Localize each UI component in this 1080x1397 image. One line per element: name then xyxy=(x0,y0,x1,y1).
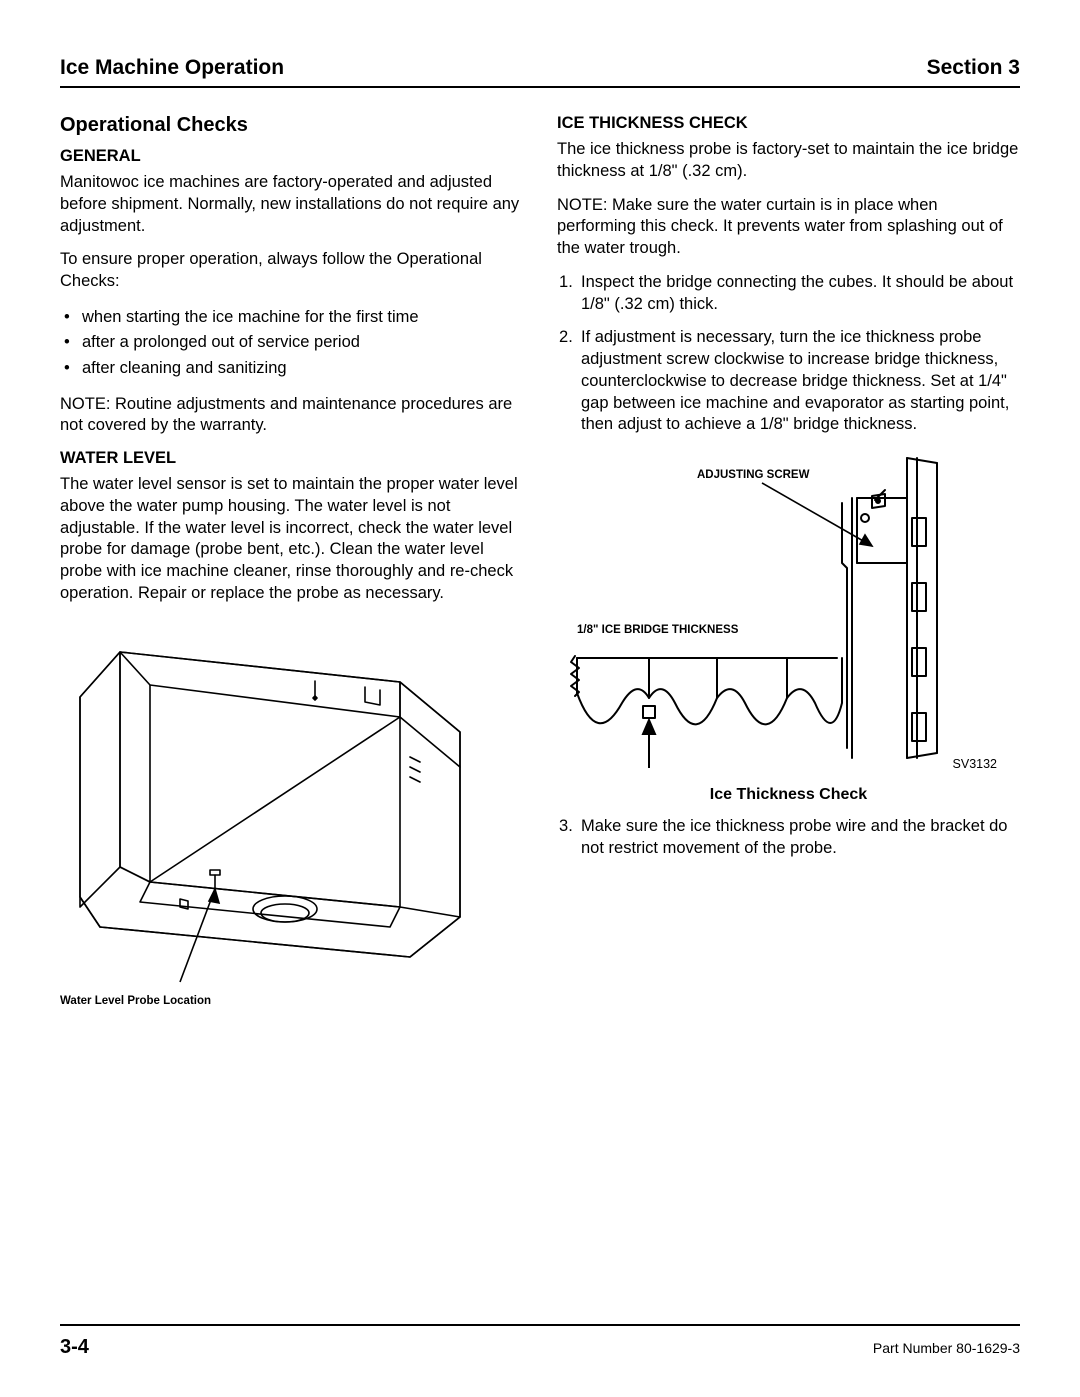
step-item: If adjustment is necessary, turn the ice… xyxy=(581,327,1020,436)
page-header: Ice Machine Operation Section 3 xyxy=(60,56,1020,88)
label-adjusting-screw: ADJUSTING SCREW xyxy=(697,469,810,481)
part-number: Part Number 80-1629-3 xyxy=(873,1340,1020,1356)
ice-thickness-figure: ADJUSTING SCREW 1/8" ICE BRIDGE THICKNES… xyxy=(557,448,1020,804)
label-bridge-thickness: 1/8" ICE BRIDGE THICKNESS xyxy=(577,624,739,636)
bullet-item: after cleaning and sanitizing xyxy=(82,356,523,382)
page-footer: 3-4 Part Number 80-1629-3 xyxy=(60,1324,1020,1359)
water-level-diagram-svg xyxy=(60,617,475,987)
right-column: ICE THICKNESS CHECK The ice thickness pr… xyxy=(557,114,1020,1019)
page-number: 3-4 xyxy=(60,1336,89,1359)
water-level-heading: WATER LEVEL xyxy=(60,449,523,468)
water-level-para: The water level sensor is set to maintai… xyxy=(60,474,523,605)
figure-caption: Water Level Probe Location xyxy=(60,995,523,1007)
ice-steps-3: Make sure the ice thickness probe wire a… xyxy=(557,816,1020,860)
step-item: Inspect the bridge connecting the cubes.… xyxy=(581,272,1020,316)
ice-thickness-diagram-svg: ADJUSTING SCREW 1/8" ICE BRIDGE THICKNES… xyxy=(557,448,1007,778)
step-item: Make sure the ice thickness probe wire a… xyxy=(581,816,1020,860)
ice-note: NOTE: Make sure the water curtain is in … xyxy=(557,195,1020,260)
general-heading: GENERAL xyxy=(60,147,523,166)
figure-caption: Ice Thickness Check xyxy=(557,786,1020,804)
diagram-code: SV3132 xyxy=(953,757,998,771)
general-note: NOTE: Routine adjustments and maintenanc… xyxy=(60,394,523,438)
general-para-1: Manitowoc ice machines are factory-opera… xyxy=(60,172,523,237)
header-section: Section 3 xyxy=(927,56,1020,80)
header-title: Ice Machine Operation xyxy=(60,56,284,80)
ice-para-1: The ice thickness probe is factory-set t… xyxy=(557,139,1020,183)
ice-thickness-heading: ICE THICKNESS CHECK xyxy=(557,114,1020,133)
water-level-figure: Water Level Probe Location xyxy=(60,617,523,1007)
content-columns: Operational Checks GENERAL Manitowoc ice… xyxy=(60,114,1020,1019)
general-para-2: To ensure proper operation, always follo… xyxy=(60,249,523,293)
bullet-item: after a prolonged out of service period xyxy=(82,330,523,356)
section-title: Operational Checks xyxy=(60,114,523,137)
left-column: Operational Checks GENERAL Manitowoc ice… xyxy=(60,114,523,1019)
bullet-item: when starting the ice machine for the fi… xyxy=(82,305,523,331)
ice-steps-1-2: Inspect the bridge connecting the cubes.… xyxy=(557,272,1020,436)
general-bullets: when starting the ice machine for the fi… xyxy=(60,305,523,382)
